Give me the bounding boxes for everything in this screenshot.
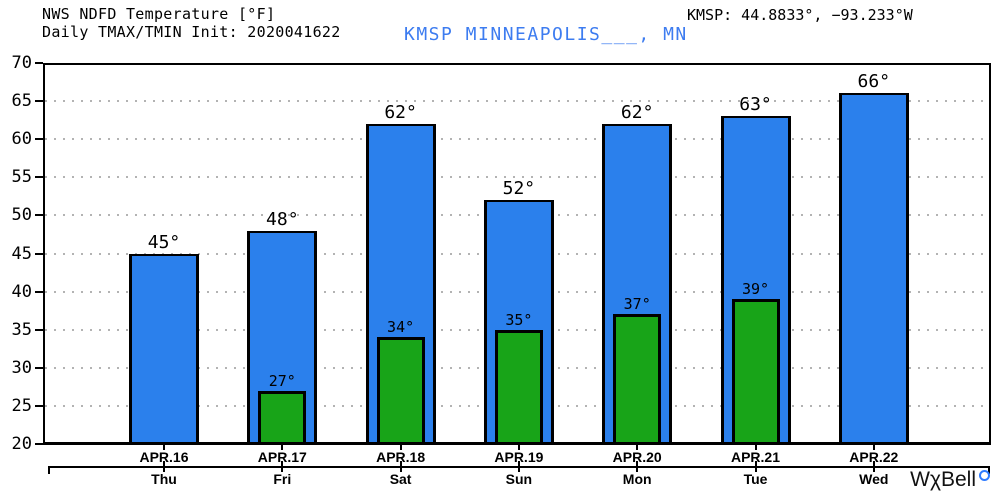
tmin-value-label: 39° [741, 280, 770, 299]
tmin-bar [376, 337, 425, 444]
x-axis-tick [281, 444, 284, 450]
y-axis-tick [35, 176, 43, 179]
x-axis-tick [517, 444, 520, 450]
day-label: Tue [743, 471, 768, 487]
y-axis-label: 20 [11, 434, 32, 454]
y-axis-tick [35, 443, 43, 445]
y-axis-tick [35, 62, 43, 64]
y-axis-label: 55 [11, 167, 32, 188]
tmax-value-label: 52° [502, 178, 536, 200]
y-axis-tick [35, 366, 43, 369]
y-axis-label: 70 [11, 53, 32, 73]
y-axis-label: 60 [11, 129, 32, 150]
tmax-value-label: 66° [857, 71, 891, 93]
date-label: APR.18 [376, 449, 426, 465]
station-name: KMSP MINNEAPOLIS___, MN [404, 24, 688, 45]
tmax-value-label: 45° [147, 231, 181, 253]
y-axis-tick [35, 214, 43, 217]
day-axis-line [48, 466, 990, 468]
date-label: APR.21 [730, 449, 781, 465]
day-label: Fri [273, 471, 292, 487]
date-label: APR.19 [494, 449, 544, 465]
tmax-value-label: 62° [384, 101, 417, 123]
tmin-value-label: 27° [268, 371, 296, 390]
y-axis-label: 50 [11, 205, 32, 226]
tmax-value-label: 48° [266, 208, 299, 230]
x-axis-tick [399, 444, 402, 450]
y-axis-tick [35, 290, 43, 293]
y-axis-label: 40 [11, 281, 32, 302]
date-label: APR.20 [612, 449, 662, 465]
tmin-value-label: 35° [505, 310, 533, 329]
date-label: APR.22 [849, 449, 899, 465]
x-axis-tick [636, 444, 639, 450]
chart-title: NWS NDFD Temperature [°F] [42, 5, 276, 23]
x-axis-tick [163, 444, 165, 450]
tmax-bar [129, 253, 199, 444]
y-axis-tick [35, 138, 43, 141]
watermark-degree-icon [979, 470, 990, 481]
y-axis-tick [35, 328, 43, 331]
y-axis-label: 35 [11, 319, 32, 340]
gridline [45, 100, 989, 103]
y-axis-tick [35, 404, 43, 407]
chart-subtitle: Daily TMAX/TMIN Init: 2020041622 [42, 23, 341, 41]
day-axis-end-tick [988, 466, 990, 474]
tmax-value-label: 63° [739, 94, 772, 116]
day-axis-end-tick [48, 466, 50, 474]
y-axis-tick [35, 100, 43, 103]
watermark: WχBell [858, 468, 990, 492]
tmin-bar [731, 299, 780, 444]
tmax-value-label: 62° [620, 101, 654, 123]
day-label: Mon [622, 471, 652, 487]
tmin-bar [494, 329, 543, 444]
date-label: APR.17 [257, 449, 307, 465]
gridline [45, 138, 989, 141]
tmin-value-label: 34° [387, 318, 415, 337]
day-label: Sat [389, 471, 412, 487]
gridline [45, 176, 989, 179]
day-label: Wed [859, 471, 889, 487]
tmin-value-label: 37° [623, 295, 651, 314]
date-label: APR.16 [139, 449, 189, 465]
day-label: Thu [151, 471, 177, 487]
day-label: Sun [505, 471, 533, 487]
y-axis-tick [35, 252, 43, 255]
tmin-bar [258, 390, 307, 444]
x-axis-tick [754, 444, 757, 450]
station-coordinates: KMSP: 44.8833°, −93.233°W [687, 6, 913, 24]
y-axis-label: 45 [11, 243, 32, 264]
watermark-text: WχBell [910, 468, 976, 491]
y-axis-label: 25 [11, 395, 32, 416]
tmax-bar [838, 93, 909, 444]
y-axis-label: 30 [11, 357, 32, 378]
x-axis-tick [872, 444, 875, 450]
y-axis-label: 65 [11, 91, 32, 112]
tmin-bar [613, 314, 662, 444]
